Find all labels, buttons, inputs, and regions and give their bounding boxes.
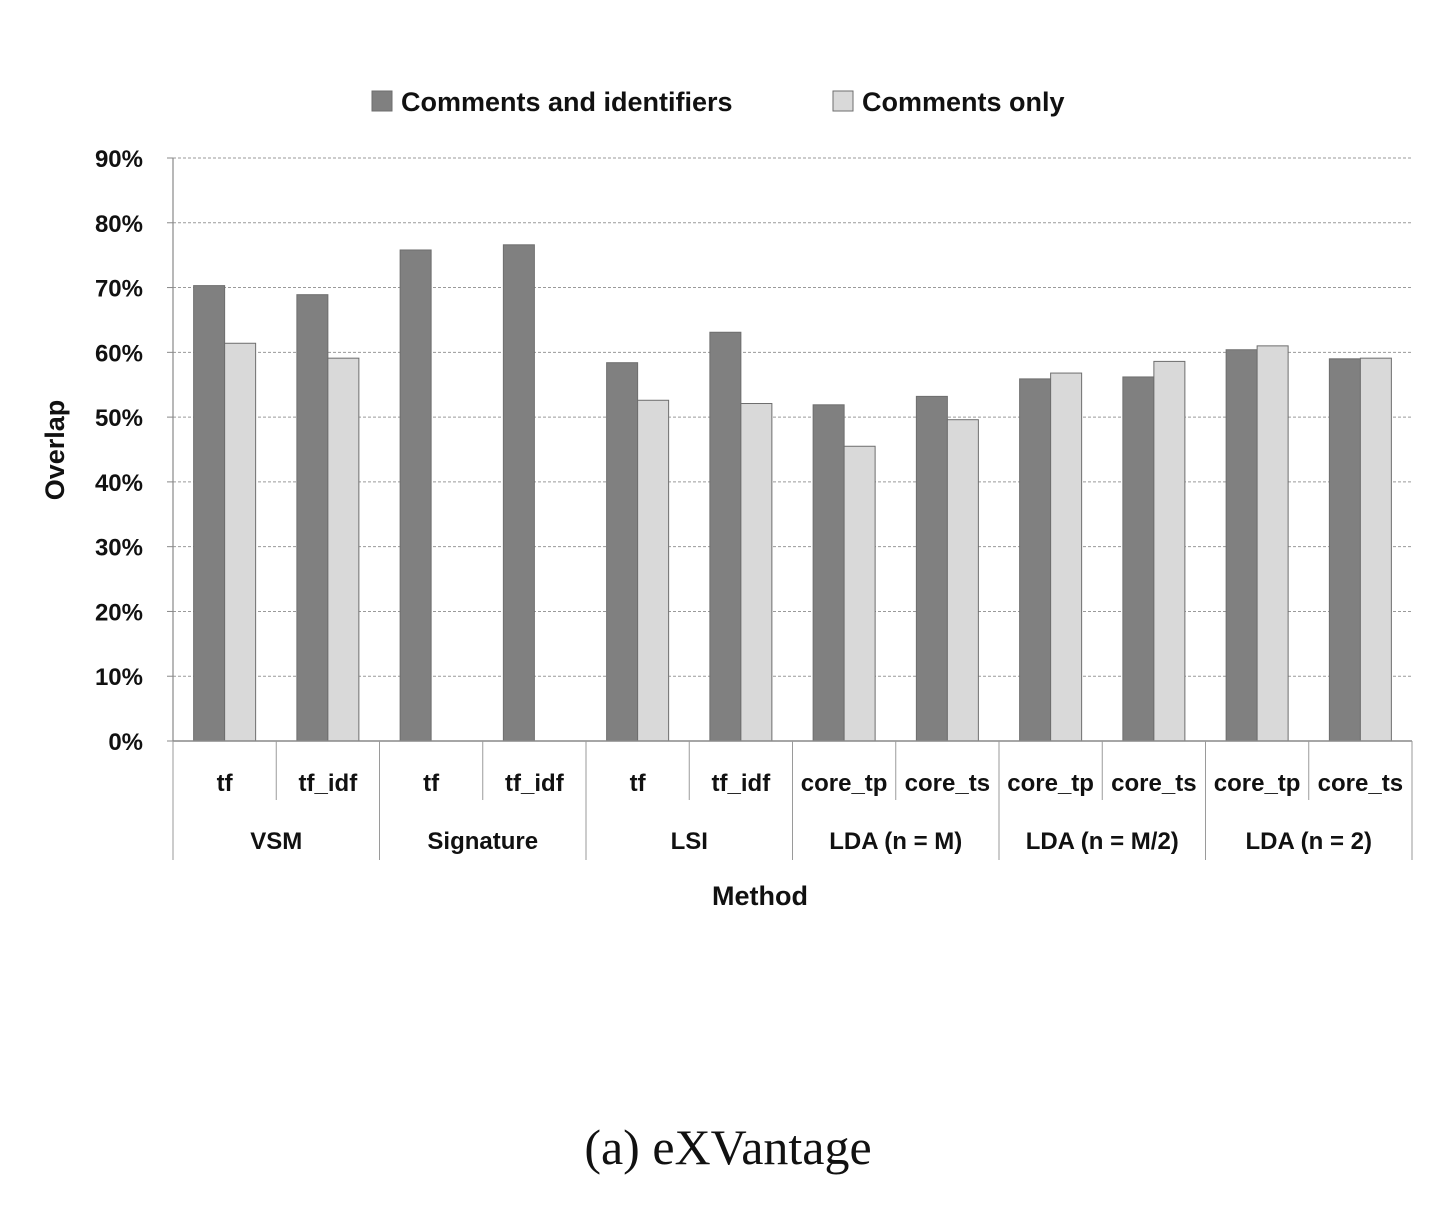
bar-comments-and-identifiers [1225, 349, 1258, 742]
legend-label: Comments only [862, 87, 1065, 117]
x-category-label: tf_idf [712, 770, 772, 797]
bar-comments-only [224, 342, 257, 742]
bar-comments-only [1050, 372, 1083, 742]
y-tick-label: 90% [95, 146, 143, 173]
x-category-label: tf [217, 770, 234, 797]
legend-swatch [371, 90, 393, 112]
x-axis-title: Method [712, 881, 808, 911]
bar-comments-only [1153, 360, 1186, 742]
x-group-label: LDA (n = 2) [1246, 828, 1372, 855]
legend-swatch [832, 90, 854, 112]
y-axis-title: Overlap [40, 400, 70, 501]
x-category-label: core_tp [1214, 770, 1301, 797]
bar-comments-and-identifiers [1328, 358, 1361, 742]
bar-comments-only [946, 419, 979, 742]
x-group-label: LDA (n = M) [829, 828, 962, 855]
x-group-label: Signature [427, 828, 538, 855]
x-category-label: tf [630, 770, 647, 797]
y-tick-label: 20% [95, 599, 143, 626]
x-category-label: tf_idf [299, 770, 359, 797]
x-group-label: LSI [671, 828, 708, 855]
bar-comments-and-identifiers [606, 362, 639, 742]
legend: Comments and identifiers Comments only [371, 87, 1065, 117]
gridlines [167, 157, 1412, 742]
x-category-label: core_tp [801, 770, 888, 797]
x-group-labels: VSM Signature LSI LDA (n = M) LDA (n = M/2) L… [250, 828, 1372, 855]
bar-comments-only [1359, 357, 1392, 742]
bar-comments-and-identifiers [193, 285, 226, 742]
legend-label: Comments and identifiers [401, 87, 733, 117]
x-group-label: VSM [250, 828, 302, 855]
bars [193, 244, 1392, 742]
y-tick-label: 70% [95, 276, 143, 303]
bar-comments-and-identifiers [296, 294, 329, 742]
axes [172, 158, 1413, 860]
x-category-label: core_ts [1318, 770, 1403, 797]
x-category-labels: tf tf_idf tf tf_idf tf tf_idf core_tp core_ts co… [217, 770, 1403, 797]
bar-comments-and-identifiers [502, 244, 535, 742]
x-category-label: core_ts [1111, 770, 1196, 797]
bar-comments-and-identifiers [812, 404, 845, 742]
bar-comments-only [327, 357, 360, 742]
x-category-label: tf [423, 770, 440, 797]
bar-comments-and-identifiers [915, 395, 948, 742]
x-category-label: tf_idf [505, 770, 565, 797]
y-tick-label: 30% [95, 535, 143, 562]
y-tick-label: 0% [108, 729, 143, 756]
y-tick-label: 80% [95, 211, 143, 238]
y-tick-labels: 0% 10% 20% 30% 40% 50% 60% 70% 80% 90% [95, 146, 143, 756]
bar-comments-only [637, 399, 670, 742]
y-tick-label: 40% [95, 470, 143, 497]
bar-comments-only [740, 403, 773, 742]
bar-chart: Comments and identifiers Comments only 0%… [40, 87, 1413, 911]
y-tick-label: 50% [95, 405, 143, 432]
x-group-label: LDA (n = M/2) [1026, 828, 1179, 855]
bar-comments-and-identifiers [1019, 378, 1052, 742]
y-tick-label: 10% [95, 664, 143, 691]
bar-comments-and-identifiers [709, 331, 742, 742]
x-category-label: core_tp [1007, 770, 1094, 797]
y-tick-label: 60% [95, 340, 143, 367]
bar-comments-only [1256, 345, 1289, 742]
bar-comments-and-identifiers [399, 249, 432, 742]
figure-caption: (a) eXVantage [584, 1119, 872, 1175]
x-category-label: core_ts [905, 770, 990, 797]
bar-comments-and-identifiers [1122, 376, 1155, 742]
bar-comments-only [843, 445, 876, 742]
